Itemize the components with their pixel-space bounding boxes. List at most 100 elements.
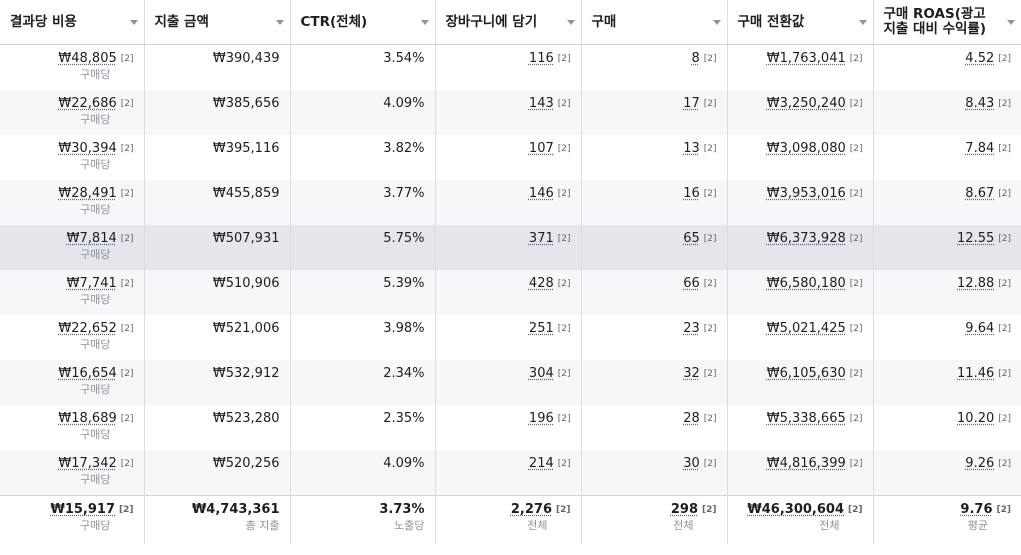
cell-value[interactable]: 304 [528,366,554,381]
cell-value[interactable]: ₩28,491 [58,186,117,201]
cell-value[interactable]: 66 [683,276,700,291]
add-to-cart-cell: 146 [2] [435,180,582,225]
cell-value[interactable]: 8.67 [965,186,995,201]
cell-value[interactable]: 9.64 [965,321,995,336]
purchases-cell: 13 [2] [581,135,728,180]
cell-value[interactable]: ₩4,816,399 [766,456,846,471]
cell-value[interactable]: 17 [683,96,700,111]
total-value[interactable]: ₩15,917 [50,502,115,517]
column-header-purchase-value[interactable]: 구매 전환값 [727,0,874,45]
total-sub-label: 전체 [527,519,548,532]
cell-value[interactable]: 4.52 [965,51,995,66]
total-value[interactable]: 298 [670,502,698,517]
cell-value[interactable]: 32 [683,366,700,381]
footnote-mark: [2] [998,234,1011,244]
total-value[interactable]: ₩46,300,604 [747,502,844,517]
table-row[interactable]: ₩18,689 [2] 구매당 ₩523,280 2.35% 196 [2] 28 [2] ₩5,… [0,405,1021,450]
total-sub-label: 전체 [819,519,840,532]
purchase-value-cell: ₩3,098,080 [2] [727,135,874,180]
cell-value[interactable]: 65 [683,231,700,246]
cell-value[interactable]: 13 [683,141,700,156]
cell-value[interactable]: 143 [528,96,554,111]
column-header-spend[interactable]: 지출 금액 [144,0,291,45]
column-header-purchases[interactable]: 구매 [581,0,728,45]
cell-value[interactable]: ₩3,250,240 [766,96,846,111]
cell-value[interactable]: 8 [691,51,700,66]
cell-value[interactable]: ₩6,580,180 [766,276,846,291]
cell-value[interactable]: ₩22,686 [58,96,117,111]
cell-value[interactable]: 9.26 [965,456,995,471]
table-row[interactable]: ₩7,814 [2] 구매당 ₩507,931 5.75% 371 [2] 65 [2] ₩6,3… [0,225,1021,270]
table-row[interactable]: ₩7,741 [2] 구매당 ₩510,906 5.39% 428 [2] 66 [2] ₩6,5… [0,270,1021,315]
cell-value[interactable]: 116 [528,51,554,66]
cell-value[interactable]: ₩48,805 [58,51,117,66]
cell-value[interactable]: ₩7,814 [66,231,117,246]
column-header-ctr[interactable]: CTR(전체) [290,0,436,45]
sort-caret-icon[interactable] [275,19,284,25]
table-row[interactable]: ₩16,654 [2] 구매당 ₩532,912 2.34% 304 [2] 32 [2] ₩6,… [0,360,1021,405]
column-header-cost-per-result[interactable]: 결과당 비용 [0,0,145,45]
total-value[interactable]: 9.76 [960,502,993,517]
cell-value[interactable]: 28 [683,411,700,426]
cell-value[interactable]: 146 [528,186,554,201]
purchase-value-cell: ₩5,021,425 [2] [727,315,874,360]
cell-value[interactable]: 251 [528,321,554,336]
footnote-mark: [2] [120,324,134,334]
footnote-mark: [2] [557,99,571,109]
cell-value[interactable]: 16 [683,186,700,201]
cell-value[interactable]: ₩6,105,630 [766,366,846,381]
footnote-mark: [2] [849,324,863,334]
cell-value[interactable]: 10.20 [957,411,995,426]
cell-value: 3.82% [383,141,425,156]
table-row[interactable]: ₩28,491 [2] 구매당 ₩455,859 3.77% 146 [2] 16 [2] ₩3,… [0,180,1021,225]
cell-value[interactable]: ₩16,654 [58,366,117,381]
cell-value[interactable]: 8.43 [965,96,995,111]
cell-value[interactable]: 12.88 [957,276,995,291]
cell-value[interactable]: ₩3,953,016 [766,186,846,201]
cell-value[interactable]: ₩18,689 [58,411,117,426]
cell-value[interactable]: 196 [528,411,554,426]
column-header-add-to-cart[interactable]: 장바구니에 담기 [435,0,582,45]
footnote-mark: [2] [996,505,1012,515]
add-to-cart-cell: 116 [2] [435,44,582,90]
cell-value[interactable]: ₩17,342 [58,456,117,471]
table-row[interactable]: ₩22,652 [2] 구매당 ₩521,006 3.98% 251 [2] 23 [2] ₩5,… [0,315,1021,360]
sort-caret-icon[interactable] [712,19,721,25]
cell-value[interactable]: 214 [528,456,554,471]
column-header-roas[interactable]: 구매 ROAS(광고 지출 대비 수익률) [873,0,1021,45]
table-row[interactable]: ₩30,394 [2] 구매당 ₩395,116 3.82% 107 [2] 13 [2] ₩3,… [0,135,1021,180]
roas-cell: 9.64 [2] [873,315,1021,360]
cell-value[interactable]: 107 [528,141,554,156]
table-row[interactable]: ₩48,805 [2] 구매당 ₩390,439 3.54% 116 [2] 8 [2] ₩1,7… [0,44,1021,90]
cell-value[interactable]: 7.84 [965,141,995,156]
ctr-cell: 3.54% [290,44,436,90]
cell-value[interactable]: ₩22,652 [58,321,117,336]
cell-value[interactable]: ₩30,394 [58,141,117,156]
cell-value[interactable]: ₩6,373,928 [766,231,846,246]
cell-value[interactable]: 371 [528,231,554,246]
footnote-mark: [2] [703,144,717,154]
cell-value[interactable]: 30 [683,456,700,471]
cell-value[interactable]: 12.55 [957,231,995,246]
cell-value[interactable]: ₩5,338,665 [766,411,846,426]
cost-per-result-cell: ₩16,654 [2] 구매당 [0,360,145,405]
cell-value[interactable]: ₩7,741 [66,276,117,291]
cell-value[interactable]: 428 [528,276,554,291]
cell-value[interactable]: ₩5,021,425 [766,321,846,336]
purchase-value-cell: ₩6,580,180 [2] [727,270,874,315]
table-row[interactable]: ₩22,686 [2] 구매당 ₩385,656 4.09% 143 [2] 17 [2] ₩3,… [0,90,1021,135]
column-header-label: CTR(전체) [300,13,368,30]
cell-value[interactable]: 11.46 [957,366,995,381]
sort-caret-icon[interactable] [420,19,429,25]
table-row[interactable]: ₩17,342 [2] 구매당 ₩520,256 4.09% 214 [2] 30 [2] ₩4,… [0,450,1021,496]
sort-caret-icon[interactable] [1007,19,1015,25]
total-sub-label: 구매당 [80,519,111,532]
cell-value[interactable]: 23 [683,321,700,336]
cell-value[interactable]: ₩1,763,041 [766,51,846,66]
total-value[interactable]: 2,276 [510,502,552,517]
cell-value[interactable]: ₩3,098,080 [766,141,846,156]
sort-caret-icon[interactable] [566,19,575,25]
sort-caret-icon[interactable] [858,19,867,25]
sort-caret-icon[interactable] [129,19,138,25]
cell-value: 3.54% [383,51,425,66]
